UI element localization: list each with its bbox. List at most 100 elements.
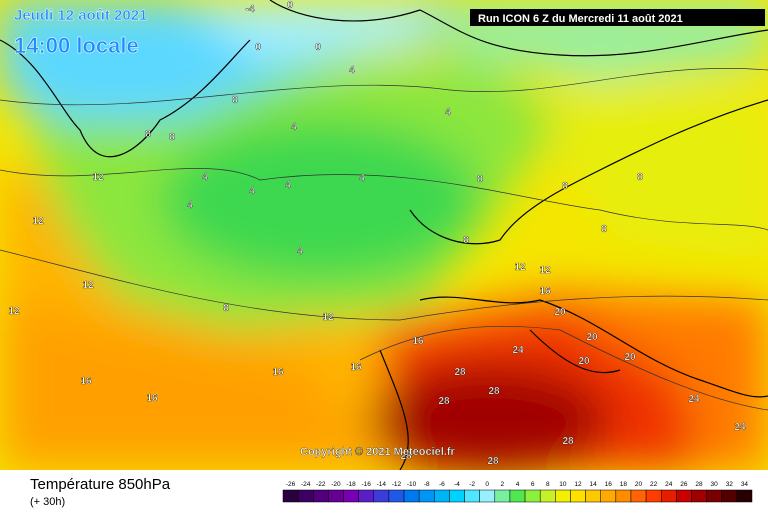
run-box [470, 9, 765, 26]
isotherm-label: 4 [187, 200, 193, 211]
legend-cell [736, 489, 753, 503]
legend-tick-label: 8 [546, 481, 550, 488]
legend-cell [721, 489, 738, 503]
isotherm-label: 4 [291, 122, 297, 133]
isotherm-label: 16 [412, 336, 424, 347]
coastlines [0, 0, 768, 471]
copyright: Copyright © 2021 Meteociel.fr [300, 446, 456, 458]
legend-cell [570, 489, 586, 503]
isotherm-label: 20 [578, 356, 590, 367]
isotherm-label: 20 [554, 307, 566, 318]
isotherm-label: 16 [350, 362, 362, 373]
legend-cell [373, 489, 390, 503]
legend-cell [343, 489, 359, 503]
footer-title: Température 850hPa [30, 476, 171, 493]
legend-tick-label: 4 [516, 481, 520, 488]
isotherm-label: 20 [586, 332, 598, 343]
legend-cell [676, 489, 692, 503]
legend-tick-label: -26 [286, 481, 296, 488]
isotherm-label: 8 [477, 174, 483, 185]
legend-tick-label: -24 [301, 481, 311, 488]
legend-tick-label: 2 [501, 481, 505, 488]
isotherm-label: 28 [487, 456, 499, 467]
legend-tick-label: -2 [469, 481, 475, 488]
legend-tick-label: -16 [362, 481, 372, 488]
legend-tick-label: -8 [424, 481, 430, 488]
header: Jeudi 12 août 2021 14:00 locale Run ICON… [14, 7, 765, 458]
legend-tick-label: 14 [590, 481, 598, 488]
legend-cell [297, 489, 314, 503]
isotherm-label: 8 [145, 129, 151, 140]
isotherm-label: 16 [80, 376, 92, 387]
legend-cell [555, 489, 571, 503]
isotherm-label: 8 [223, 303, 229, 314]
isotherm-label: 12 [8, 306, 20, 317]
isotherm-label: 28 [454, 367, 466, 378]
legend-cell [600, 489, 617, 503]
legend-cell [403, 489, 420, 503]
isotherms [0, 68, 768, 411]
isotherm-label: 12 [92, 172, 104, 183]
legend-cell [645, 489, 662, 503]
legend-cell [313, 489, 329, 503]
legend-cell [358, 489, 375, 503]
legend-tick-label: 0 [485, 481, 489, 488]
legend-tick-label: -6 [439, 481, 445, 488]
legend-cell [479, 489, 496, 503]
legend-cell [524, 489, 541, 503]
isotherm-label: 28 [438, 396, 450, 407]
isotherm-label: 4 [349, 65, 355, 76]
isotherm-label: 4 [202, 172, 208, 183]
footer-lead: (+ 30h) [30, 496, 65, 508]
legend-tick-label: 16 [605, 481, 613, 488]
isotherm-label: 4 [249, 186, 255, 197]
legend-cell [449, 489, 465, 503]
color-legend: -26 -24 -22 -20 -18 -16 -14 -12 -10 -8 -6 -4 -2 0 2 4 6 8… [282, 481, 753, 503]
isotherm-label: 8 [601, 224, 607, 235]
time-title: 14:00 locale [14, 33, 139, 58]
legend-tick-label: 24 [665, 481, 673, 488]
isotherm-label: 4 [359, 173, 365, 184]
map-labels: -4 0 0 0 4 4 4 4 4 4 4 4 4 8 8 8 8 8 8 8 8 8 12 12 12 12 12 12 12 16 1… [8, 0, 746, 467]
legend-cell [615, 489, 632, 503]
legend-tick-label: -14 [377, 481, 387, 488]
legend-tick-label: -10 [407, 481, 417, 488]
run-info: Run ICON 6 Z du Mercredi 11 août 2021 [478, 13, 683, 25]
isotherm-label: 24 [688, 394, 700, 405]
isotherm-label: 16 [539, 286, 551, 297]
legend-tick-label: 6 [531, 481, 535, 488]
isotherm-label: 28 [562, 436, 574, 447]
legend-cell [539, 489, 556, 503]
legend-tick-label: 18 [620, 481, 628, 488]
isotherm-label: 8 [232, 95, 238, 106]
legend-tick-label: 26 [680, 481, 688, 488]
isotherm-label: 28 [488, 386, 500, 397]
legend-tick-label: 34 [741, 481, 749, 488]
isotherm-label: 12 [82, 280, 94, 291]
isotherm-label: 0 [287, 0, 293, 11]
isotherm-label: 24 [512, 345, 524, 356]
isotherm-label: 12 [32, 216, 44, 227]
legend-tick-label: 28 [695, 481, 703, 488]
legend-cell [494, 489, 511, 503]
legend-cell [388, 489, 405, 503]
isotherm-label: 8 [637, 172, 643, 183]
isotherm-label: 8 [562, 181, 568, 192]
legend-tick-label: 32 [726, 481, 734, 488]
legend-cell [418, 489, 435, 503]
legend-cell [328, 489, 344, 503]
legend-tick-label: -22 [316, 481, 326, 488]
isotherm-label: 8 [169, 132, 175, 143]
legend-cell [282, 489, 299, 503]
isotherm-label: 12 [514, 262, 526, 273]
isotherm-label: 24 [734, 422, 746, 433]
legend-tick-label: -20 [331, 481, 341, 488]
legend-tick-label: 20 [635, 481, 643, 488]
temperature-field [0, 0, 768, 475]
legend-tick-label: -12 [392, 481, 402, 488]
isotherm-label: 20 [624, 352, 636, 363]
legend-tick-label: 10 [559, 481, 567, 488]
isotherm-label: 16 [146, 393, 158, 404]
legend-cell [630, 489, 647, 503]
